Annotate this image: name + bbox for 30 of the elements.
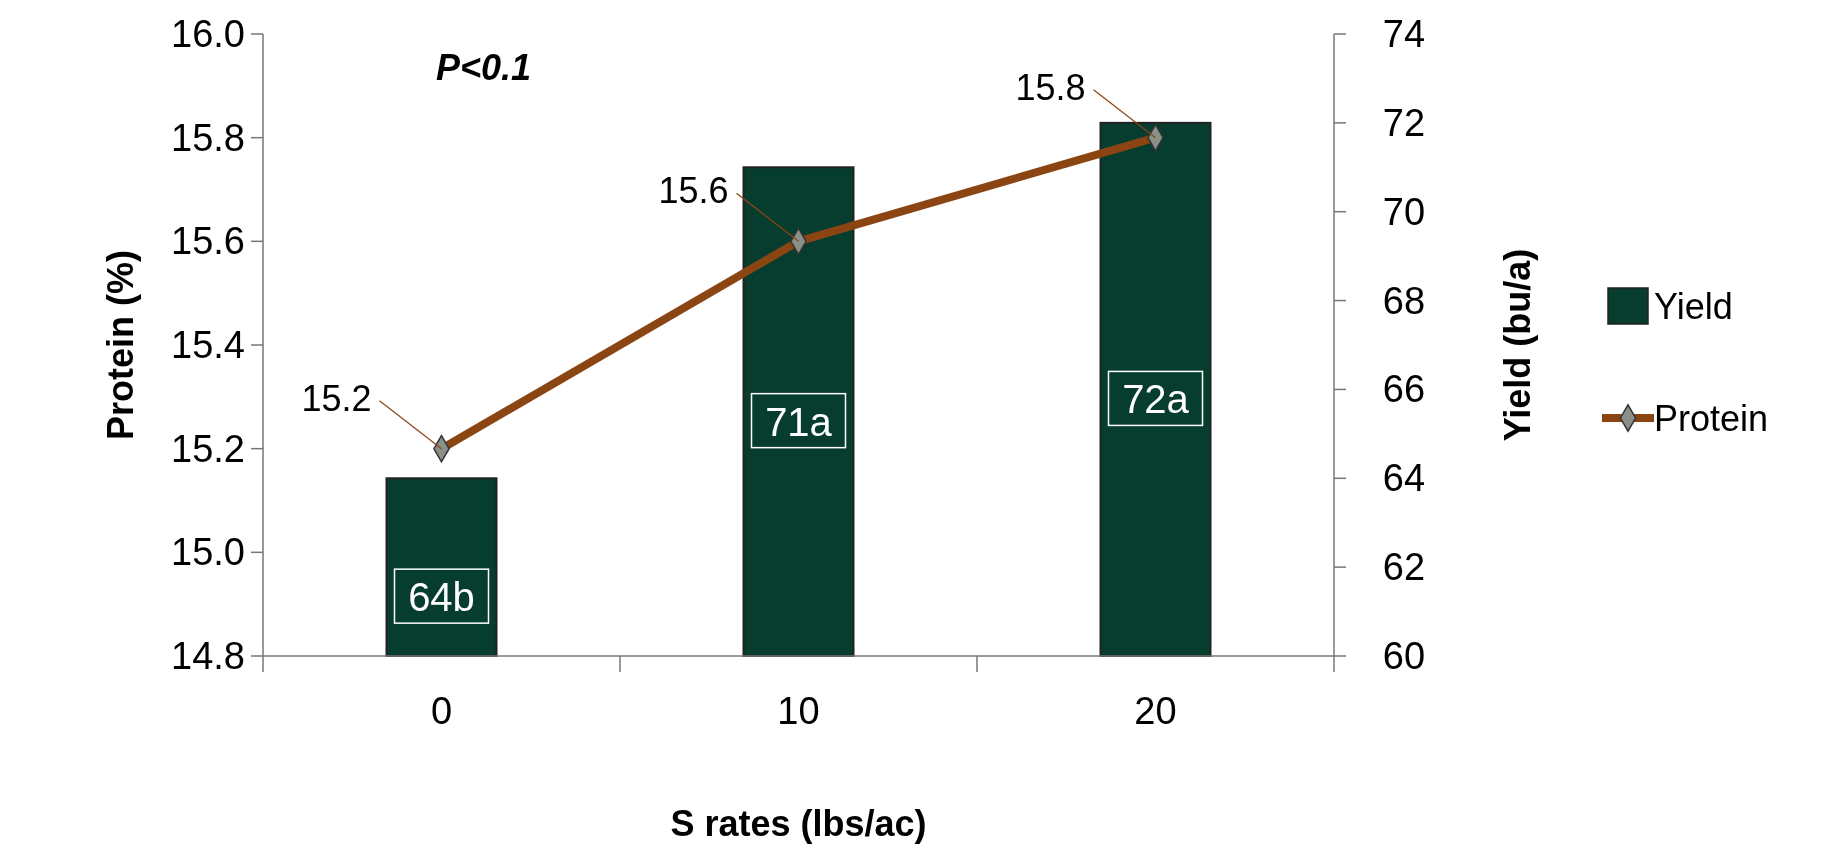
y2-tick-label: 60	[1382, 635, 1426, 677]
y-tick-label: 15.8	[171, 116, 245, 159]
y-tick-label: 15.0	[171, 531, 245, 574]
y-tick-label: 16.0	[171, 13, 245, 55]
y2-tick-label: 72	[1382, 101, 1426, 144]
y2-tick-label: 62	[1382, 546, 1426, 589]
y2-axis-title: Yield (bu/a)	[1497, 248, 1538, 442]
y-axis-title: Protein (%)	[100, 249, 141, 441]
y2-tick-label: 74	[1382, 13, 1426, 55]
annotation: P<0.1	[436, 47, 532, 88]
y2-tick-label: 66	[1382, 368, 1426, 411]
data-label: 72a	[1122, 377, 1190, 422]
y-tick-label: 14.8	[171, 635, 245, 677]
data-label: 15.6	[658, 170, 729, 212]
data-label: 15.8	[1015, 66, 1086, 108]
y-tick-label: 15.6	[171, 220, 245, 263]
y2-tick-label: 64	[1382, 457, 1426, 500]
y2-tick-label: 70	[1382, 190, 1426, 233]
y-tick-label: 15.4	[171, 324, 245, 366]
x-tick-label: 10	[777, 690, 820, 732]
data-label: 15.2	[301, 377, 372, 419]
y2-tick-label: 68	[1382, 279, 1426, 322]
legend-label: Yield	[1654, 286, 1733, 327]
data-label: 64b	[408, 575, 475, 620]
x-tick-label: 20	[1134, 690, 1177, 732]
x-tick-label: 0	[430, 690, 453, 732]
data-label: 71a	[765, 399, 833, 444]
legend-label: Protein	[1654, 398, 1769, 439]
y-tick-label: 15.2	[171, 427, 245, 470]
x-axis-title: S rates (lbs/ac)	[670, 803, 927, 844]
